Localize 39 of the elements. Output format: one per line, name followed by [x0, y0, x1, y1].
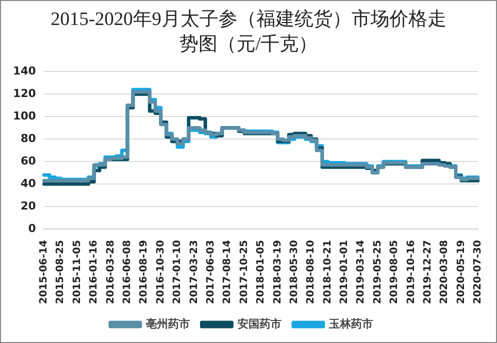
x-tick-label: 2016-10-30: [155, 240, 166, 304]
x-tick-label: 2018-03-19: [272, 240, 284, 304]
y-tick-label: 0: [28, 222, 36, 235]
y-tick-label: 120: [12, 86, 36, 100]
x-tick-label: 2020-07-30: [472, 240, 484, 304]
y-tick-label: 140: [12, 64, 36, 78]
x-tick-label: 2015-11-05: [72, 240, 83, 304]
x-tick-label: 2015-08-25: [55, 240, 66, 304]
legend-label: 玉林药市: [328, 317, 373, 330]
x-tick-label: 2017-06-03: [205, 240, 216, 304]
x-tick-label: 2019-05-25: [372, 240, 384, 304]
y-tick-label: 40: [20, 176, 36, 190]
x-tick-label: 2019-01-01: [339, 240, 350, 304]
x-tick-label: 2019-03-14: [356, 240, 367, 304]
x-tick-label: 2017-08-14: [222, 240, 234, 304]
legend-label: 亳州药市: [146, 317, 190, 330]
y-tick-label: 20: [20, 199, 36, 212]
y-tick-label: 80: [20, 132, 36, 145]
x-tick-label: 2017-10-25: [238, 240, 250, 304]
x-tick-label: 2019-10-16: [406, 240, 417, 304]
x-tick-label: 2018-08-10: [306, 240, 317, 304]
x-tick-label: 2020-03-08: [439, 240, 450, 304]
x-tick-label: 2018-05-30: [288, 240, 300, 304]
x-tick-label: 2017-01-10: [172, 240, 184, 304]
chart-title: 2015-2020年9月太子参（福建统货）市场价格走势图（元/千克）: [50, 8, 448, 57]
x-tick-label: 2016-06-08: [122, 240, 134, 304]
x-tick-label: 2019-08-05: [389, 240, 400, 304]
x-tick-label: 2020-05-19: [456, 240, 467, 304]
x-tick-label: 2016-01-16: [88, 240, 100, 304]
x-tick-label: 2018-10-21: [322, 240, 334, 304]
x-tick-label: 2018-01-05: [256, 240, 267, 304]
x-tick-label: 2017-03-23: [188, 240, 200, 304]
x-tick-label: 2016-08-19: [138, 240, 150, 304]
legend-label: 安国药市: [237, 317, 282, 330]
x-tick-label: 2016-03-28: [105, 240, 116, 304]
y-tick-label: 100: [12, 109, 36, 122]
x-tick-label: 2015-06-14: [38, 240, 50, 304]
y-tick-label: 60: [20, 154, 36, 168]
x-tick-label: 2019-12-27: [422, 240, 434, 304]
